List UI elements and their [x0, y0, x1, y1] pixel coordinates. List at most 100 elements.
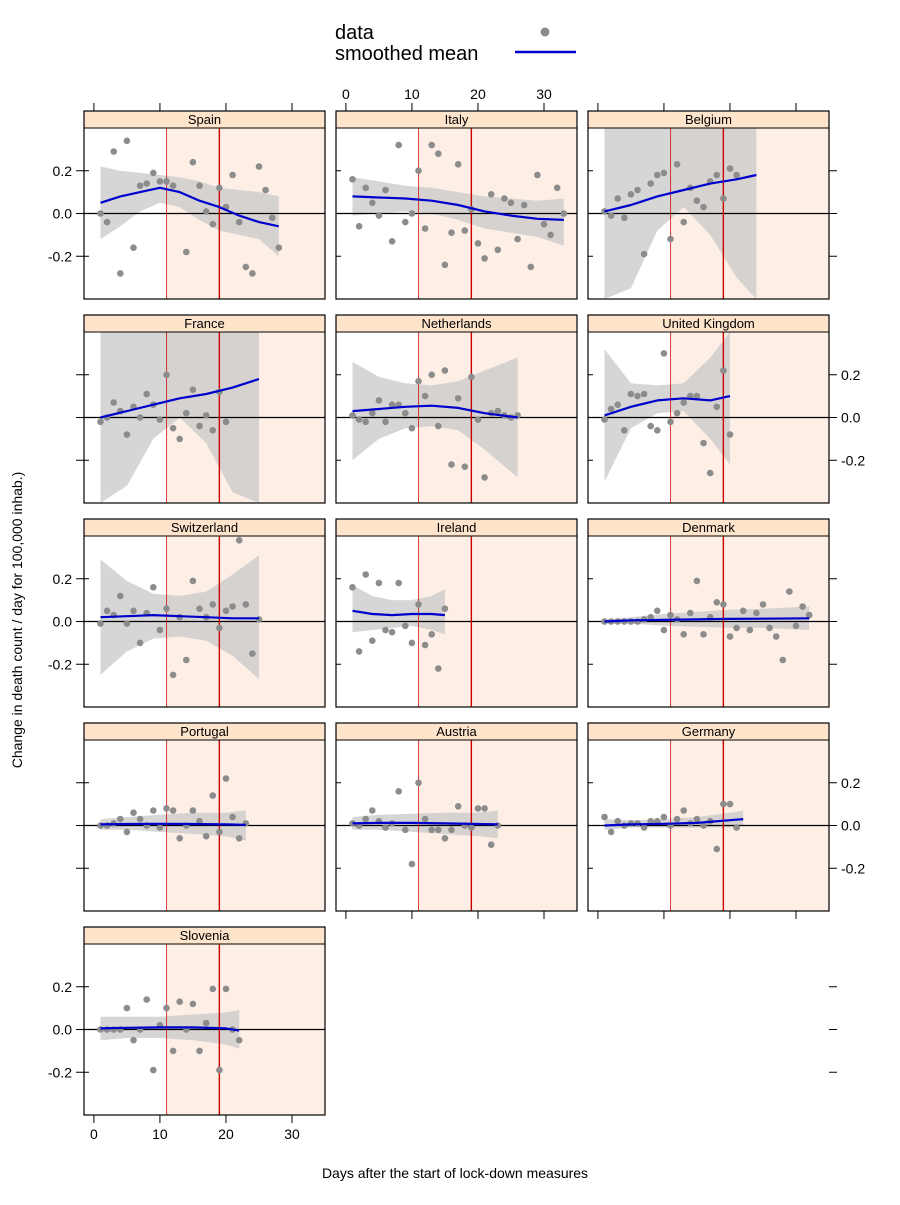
data-point	[680, 631, 687, 638]
data-point	[130, 244, 137, 251]
data-point	[262, 186, 269, 194]
data-point	[235, 835, 243, 842]
data-point	[209, 601, 217, 608]
y-tick-label: 0.2	[53, 163, 73, 179]
data-point	[415, 779, 422, 787]
data-point	[474, 805, 482, 812]
y-tick-label: 0.0	[53, 206, 73, 222]
data-point	[163, 178, 170, 185]
data-point	[355, 416, 363, 423]
data-point	[667, 418, 674, 426]
data-point	[640, 250, 648, 258]
data-point	[726, 165, 734, 172]
panel-border	[587, 314, 830, 504]
data-point	[428, 141, 436, 149]
x-tick-label: 0	[90, 1126, 98, 1142]
data-point	[176, 835, 183, 842]
data-point	[507, 199, 515, 207]
data-point	[415, 167, 422, 174]
data-point	[202, 832, 210, 840]
data-point	[614, 195, 621, 202]
y-axis-row-5-left: -0.2 0.0 0.2	[48, 979, 837, 1080]
data-point	[110, 148, 117, 155]
x-axis-col-1-top	[93, 103, 293, 111]
panel-spain: Spain	[83, 110, 326, 300]
data-point	[163, 605, 170, 612]
data-point	[441, 261, 449, 269]
data-point	[772, 633, 780, 640]
panel-border	[335, 722, 578, 912]
data-point	[222, 985, 230, 993]
data-point	[402, 218, 409, 226]
x-axis-label: Days after the start of lock-down measur…	[322, 1165, 588, 1181]
data-point	[123, 1004, 131, 1012]
y-tick-label: 0.0	[53, 1022, 73, 1038]
data-point	[553, 184, 561, 192]
data-point	[428, 826, 436, 834]
y-tick-label: -0.2	[841, 860, 865, 876]
data-point	[428, 631, 436, 638]
smoothed-mean-line	[352, 404, 518, 419]
panel-germany: Germany	[587, 722, 830, 912]
data-point	[614, 817, 621, 825]
data-point	[527, 263, 535, 271]
data-point	[481, 255, 488, 262]
x-axis-col-2-911	[345, 911, 545, 919]
legend-label-data: data	[335, 22, 375, 44]
panel-border	[587, 722, 830, 912]
data-point	[647, 180, 654, 187]
data-point	[461, 463, 469, 471]
data-point	[627, 191, 635, 198]
smoothed-mean-line	[604, 173, 757, 213]
data-point	[196, 1047, 203, 1055]
data-point	[693, 197, 701, 204]
confidence-band	[352, 177, 564, 246]
data-point	[222, 775, 230, 782]
smoothed-mean-line	[100, 377, 260, 419]
data-point	[634, 392, 641, 400]
data-point	[547, 231, 554, 239]
y-axis-row-1-left: -0.2 0.0 0.2	[48, 163, 837, 264]
panels: Spain Italy Belgium France Netherlands United…	[83, 110, 830, 1116]
smoothed-mean-line	[604, 395, 731, 417]
data-point	[136, 182, 144, 189]
data-point	[382, 418, 389, 426]
data-point	[601, 416, 608, 423]
y-tick-label: 0.2	[841, 367, 861, 383]
data-point	[242, 601, 250, 608]
data-point	[388, 401, 396, 409]
data-point	[169, 807, 177, 814]
data-point	[713, 845, 721, 853]
data-point	[448, 826, 455, 834]
data-point	[481, 474, 488, 481]
panel-border	[335, 110, 578, 300]
data-point	[435, 150, 442, 157]
data-point	[176, 998, 183, 1005]
data-point	[395, 788, 403, 795]
data-point	[202, 1019, 210, 1027]
data-point	[222, 607, 230, 615]
data-point	[441, 835, 449, 842]
data-point	[720, 601, 727, 608]
confidence-band	[352, 810, 498, 839]
data-point	[474, 240, 482, 247]
data-point	[375, 212, 383, 219]
data-point	[720, 195, 727, 202]
data-point	[362, 418, 370, 426]
data-point	[103, 218, 111, 226]
data-point	[123, 828, 131, 836]
data-point	[693, 577, 701, 585]
data-point	[726, 431, 734, 438]
data-point	[169, 671, 177, 679]
panel-title: Italy	[445, 112, 469, 127]
data-point	[474, 416, 482, 423]
panel-title: United Kingdom	[662, 316, 755, 331]
data-point	[753, 609, 760, 617]
data-point	[123, 137, 131, 145]
x-tick-label: 10	[404, 86, 420, 102]
data-point	[720, 800, 727, 808]
y-tick-label: 0.2	[841, 775, 861, 791]
data-point	[176, 435, 183, 443]
data-point	[169, 424, 177, 432]
data-point	[382, 824, 389, 831]
